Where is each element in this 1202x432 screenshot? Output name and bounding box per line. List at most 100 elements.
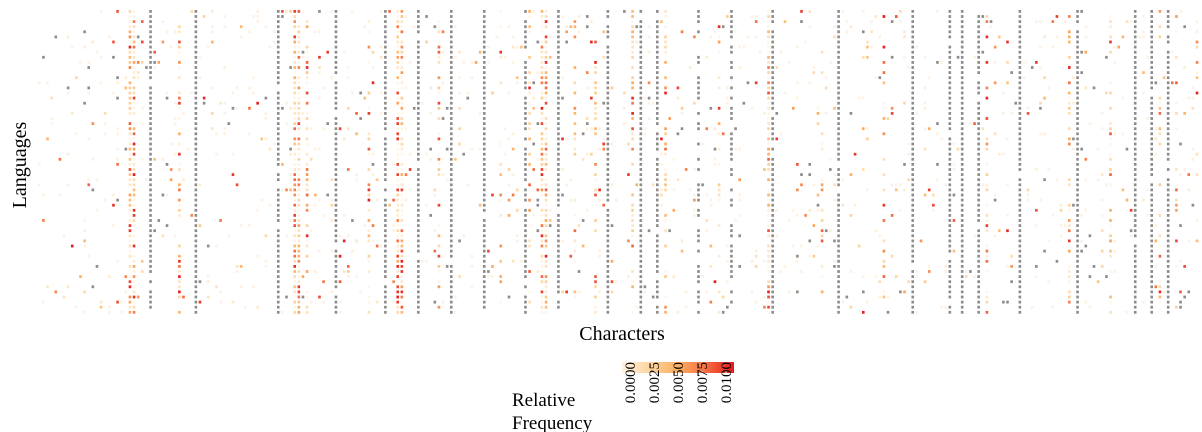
heatmap-cell [820, 229, 824, 233]
heatmap-cell [693, 214, 696, 217]
heatmap-cell [128, 178, 132, 182]
heatmap-cell [540, 106, 544, 110]
heatmap-cell [911, 112, 915, 115]
heatmap-cell [985, 61, 989, 64]
heatmap-cell [1158, 25, 1162, 29]
heatmap-cell [911, 137, 915, 141]
heatmap-cell [639, 300, 643, 304]
heatmap-cell [396, 234, 400, 238]
heatmap-cell [804, 214, 807, 217]
heatmap-cell [837, 152, 840, 156]
heatmap-cell [993, 234, 997, 238]
heatmap-cell [631, 224, 634, 227]
heatmap-cell [771, 66, 774, 69]
heatmap-cell [1068, 101, 1071, 105]
heatmap-cell [1109, 15, 1112, 18]
heatmap-cell [400, 234, 404, 238]
heatmap-cell [400, 76, 404, 80]
heatmap-cell [837, 15, 840, 18]
heatmap-cell [178, 101, 181, 105]
heatmap-cell [149, 147, 152, 151]
heatmap-cell [960, 310, 964, 314]
heatmap-cell [384, 112, 387, 115]
heatmap-cell [1150, 229, 1153, 233]
heatmap-cell [1096, 280, 1100, 284]
heatmap-cell [544, 45, 548, 49]
heatmap-cell [194, 112, 198, 115]
heatmap-cell [1076, 178, 1079, 182]
heatmap-cell [297, 214, 301, 217]
heatmap-cell [594, 305, 597, 309]
heatmap-cell [301, 295, 305, 299]
heatmap-cell [149, 106, 152, 110]
heatmap-cell [606, 224, 610, 227]
heatmap-cell [899, 290, 902, 294]
heatmap-cell [932, 208, 935, 212]
heatmap-cell [482, 40, 486, 44]
heatmap-cell [1133, 178, 1137, 182]
heatmap-cell [276, 132, 280, 136]
heatmap-cell [297, 305, 301, 309]
heatmap-cell [132, 55, 136, 59]
heatmap-cell [1018, 203, 1022, 207]
heatmap-cell [396, 259, 400, 263]
heatmap-cell [664, 142, 667, 146]
heatmap-cell [429, 147, 432, 151]
heatmap-cell [524, 61, 527, 64]
heatmap-cell [396, 290, 400, 294]
heatmap-cell [499, 10, 503, 13]
heatmap-cell [450, 30, 453, 34]
heatmap-cell [911, 295, 915, 299]
heatmap-cell [396, 305, 400, 309]
heatmap-cell [730, 117, 733, 120]
heatmap-cell [318, 96, 321, 100]
heatmap-cell [837, 265, 840, 268]
heatmap-cell [334, 239, 338, 243]
heatmap-cell [482, 35, 486, 39]
heatmap-cell [1018, 66, 1022, 69]
heatmap-cell [697, 183, 700, 187]
heatmap-cell [1076, 81, 1079, 85]
heatmap-cell [1018, 219, 1022, 222]
heatmap-cell [631, 20, 634, 23]
heatmap-cell [936, 10, 939, 13]
heatmap-cell [837, 244, 840, 248]
heatmap-cell [334, 101, 338, 105]
heatmap-cell [771, 71, 774, 74]
heatmap-cell [829, 61, 832, 64]
heatmap-cell [713, 157, 717, 161]
heatmap-cell [276, 254, 280, 258]
heatmap-cell [639, 163, 643, 166]
heatmap-cell [730, 137, 733, 141]
heatmap-cell [1076, 20, 1079, 23]
heatmap-cell [882, 132, 886, 136]
heatmap-cell [985, 310, 989, 314]
heatmap-cell [1195, 20, 1199, 23]
heatmap-cell [1133, 50, 1137, 54]
heatmap-cell [1158, 35, 1162, 39]
heatmap-cell [948, 66, 952, 69]
heatmap-cell [178, 40, 181, 44]
heatmap-cell [837, 50, 840, 54]
heatmap-cell [149, 249, 152, 253]
heatmap-cell [911, 214, 915, 217]
heatmap-cell [293, 86, 297, 90]
heatmap-cell [293, 35, 297, 39]
heatmap-cell [532, 168, 535, 171]
heatmap-cell [491, 91, 494, 95]
heatmap-cell [973, 234, 976, 238]
heatmap-cell [1018, 20, 1022, 23]
heatmap-cell [1166, 61, 1170, 64]
heatmap-cell [379, 112, 383, 115]
heatmap-cell [132, 285, 136, 289]
heatmap-cell [70, 112, 74, 115]
heatmap-cell [1113, 45, 1116, 49]
heatmap-cell [297, 96, 301, 100]
heatmap-cell [656, 76, 659, 80]
heatmap-cell [437, 101, 441, 105]
heatmap-cell [149, 142, 152, 146]
heatmap-cell [688, 66, 692, 69]
heatmap-cell [1175, 265, 1178, 268]
heatmap-cell [614, 280, 618, 284]
heatmap-cell [417, 25, 420, 29]
